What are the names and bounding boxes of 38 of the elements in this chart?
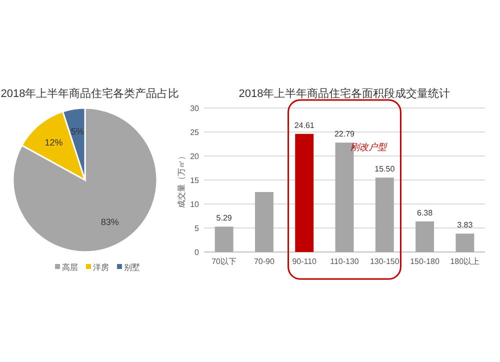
y-tick-label: 30 <box>190 104 200 113</box>
bar <box>416 221 434 252</box>
y-tick-label: 15 <box>190 176 200 185</box>
x-tick-label: 70以下 <box>212 257 237 266</box>
x-tick-label: 110-130 <box>330 257 360 266</box>
legend-label: 高层 <box>62 263 78 272</box>
x-tick-label: 180以上 <box>450 257 480 266</box>
legend-label: 洋房 <box>93 263 109 272</box>
y-axis-title: 成交量（万㎡） <box>177 152 186 208</box>
pie-slice <box>12 107 158 253</box>
bar <box>295 134 314 252</box>
data-label: 83% <box>100 217 119 228</box>
y-tick-label: 5 <box>194 224 200 233</box>
bar <box>214 226 234 252</box>
bar <box>254 192 274 252</box>
chart-title: 2018年上半年商品住宅各类产品占比 <box>0 87 180 100</box>
annotation: 刚改户型 <box>350 142 388 152</box>
data-label: 5% <box>70 126 84 137</box>
data-label: 6.38 <box>416 208 434 218</box>
data-label: 12% <box>44 137 63 148</box>
chart-title: 2018年上半年商品住宅各面积段成交量统计 <box>238 87 450 100</box>
x-tick-label: 130-150 <box>370 257 400 266</box>
data-label: 15.50 <box>374 164 396 174</box>
x-tick-label: 150-180 <box>410 257 440 266</box>
data-label: 5.29 <box>216 214 232 223</box>
x-tick-label: 90-110 <box>292 257 318 266</box>
bar <box>375 178 394 252</box>
data-label: 24.61 <box>294 120 315 130</box>
pie-slice <box>21 110 86 181</box>
legend-label: 别墅 <box>124 263 140 272</box>
y-tick-label: 25 <box>190 128 200 137</box>
x-tick-label: 70-90 <box>254 257 275 266</box>
bar <box>456 234 474 252</box>
y-tick-label: 20 <box>190 152 200 161</box>
data-label: 3.83 <box>457 220 474 230</box>
data-label: 22.79 <box>334 130 356 139</box>
y-tick-label: 0 <box>194 248 200 257</box>
y-tick-label: 10 <box>190 200 200 209</box>
